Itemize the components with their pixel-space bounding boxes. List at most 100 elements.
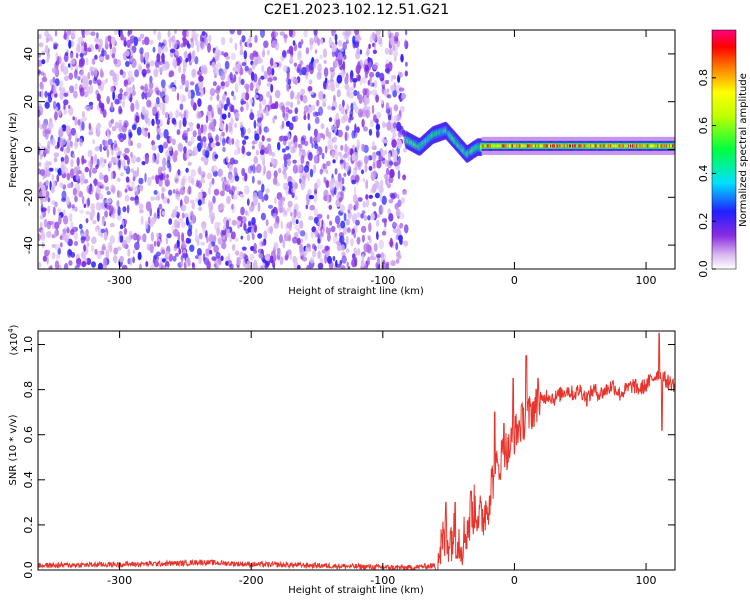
heatmap-cell [273,170,278,178]
heatmap-cell [80,57,85,67]
heatmap-cell [157,46,162,55]
heatmap-cell [138,65,143,72]
heatmap-cell [173,30,177,35]
heatmap-cell [325,160,331,167]
heatmap-cell [208,187,211,195]
heatmap-cell [74,69,78,79]
heatmap-cell [345,235,349,245]
heatmap-cell [186,30,189,38]
heatmap-cell [169,48,176,54]
heatmap-cell [136,142,142,149]
heatmap-cell [165,260,170,269]
heatmap-cell [312,250,317,258]
heatmap-cell [340,69,345,78]
heatmap-cell [287,109,293,114]
heatmap-cell [342,41,348,51]
heatmap-cell [360,259,365,268]
heatmap-cell [226,231,231,238]
heatmap-cell [168,146,172,151]
heatmap-cell [155,251,161,257]
heatmap-cell [181,73,186,82]
heatmap-cell [310,230,314,239]
heatmap-cell [263,108,266,114]
heatmap-cell [573,144,576,148]
heatmap-cell [92,155,97,165]
heatmap-cell [317,63,322,72]
heatmap-cell [306,264,311,269]
heatmap-cell [397,169,401,180]
heatmap-cell [249,112,255,121]
heatmap-cell [141,161,146,166]
heatmap-cell [117,177,121,182]
heatmap-cell [356,160,362,167]
heatmap-cell [51,234,55,239]
heatmap-cell [220,255,224,262]
heatmap-cell [125,91,131,99]
heatmap-cell [390,260,396,267]
heatmap-cell [54,229,58,239]
heatmap-cell [253,94,259,99]
heatmap-cell [224,81,230,88]
heatmap-cell [153,30,157,35]
heatmap-cell [303,30,308,38]
heatmap-cell [178,65,182,74]
heatmap-cell [313,155,319,164]
heatmap-cell [41,51,46,56]
heatmap-cell [266,127,270,133]
heatmap-cell [99,156,104,164]
heatmap-cell [294,196,298,201]
heatmap-cell [45,170,51,177]
heatmap-cell [622,144,625,148]
heatmap-cell [160,166,167,172]
heatmap-cell [313,34,319,44]
heatmap-cell [400,105,405,113]
heatmap-cell [294,107,299,115]
heatmap-cell [397,234,403,242]
heatmap-cell [169,135,173,143]
heatmap-cell [305,246,309,254]
y-tick-label: 0.4 [22,471,35,489]
heatmap-cell [66,30,72,36]
heatmap-cell [290,77,295,82]
heatmap-cell [98,100,102,109]
heatmap-cell [76,257,82,268]
heatmap-cell [161,258,166,263]
heatmap-cell [263,165,266,175]
heatmap-cell [274,115,277,120]
heatmap-cell [96,79,102,86]
heatmap-cell [262,158,266,167]
heatmap-cell [221,242,227,250]
heatmap-cell [376,257,381,265]
colorbar-tick-label: 0.6 [697,117,710,135]
heatmap-cell [315,150,320,155]
heatmap-cell [55,51,58,60]
heatmap-cell [392,89,398,98]
heatmap-cell [307,85,313,92]
heatmap-cell [252,139,258,145]
heatmap-cell [279,256,284,266]
heatmap-cell [215,134,219,143]
heatmap-cell [88,84,94,95]
heatmap-cell [178,112,182,117]
heatmap-cell [102,109,107,118]
heatmap-cell [291,116,296,122]
heatmap-cell [116,189,120,198]
heatmap-cell [170,36,174,42]
heatmap-cell [43,218,48,228]
heatmap-cell [237,190,240,196]
heatmap-cell [76,157,80,167]
heatmap-cell [74,195,78,203]
heatmap-cell [274,89,281,99]
heatmap-cell [201,31,206,36]
heatmap-cell [192,130,197,138]
heatmap-cell [263,70,268,80]
heatmap-cell [38,262,42,268]
heatmap-cell [265,110,270,116]
heatmap-cell [141,126,145,136]
heatmap-cell [344,76,349,85]
heatmap-cell [51,174,55,181]
heatmap-cell [48,220,54,226]
heatmap-cell [54,260,60,269]
heatmap-cell [47,34,52,42]
heatmap-cell [191,262,195,268]
